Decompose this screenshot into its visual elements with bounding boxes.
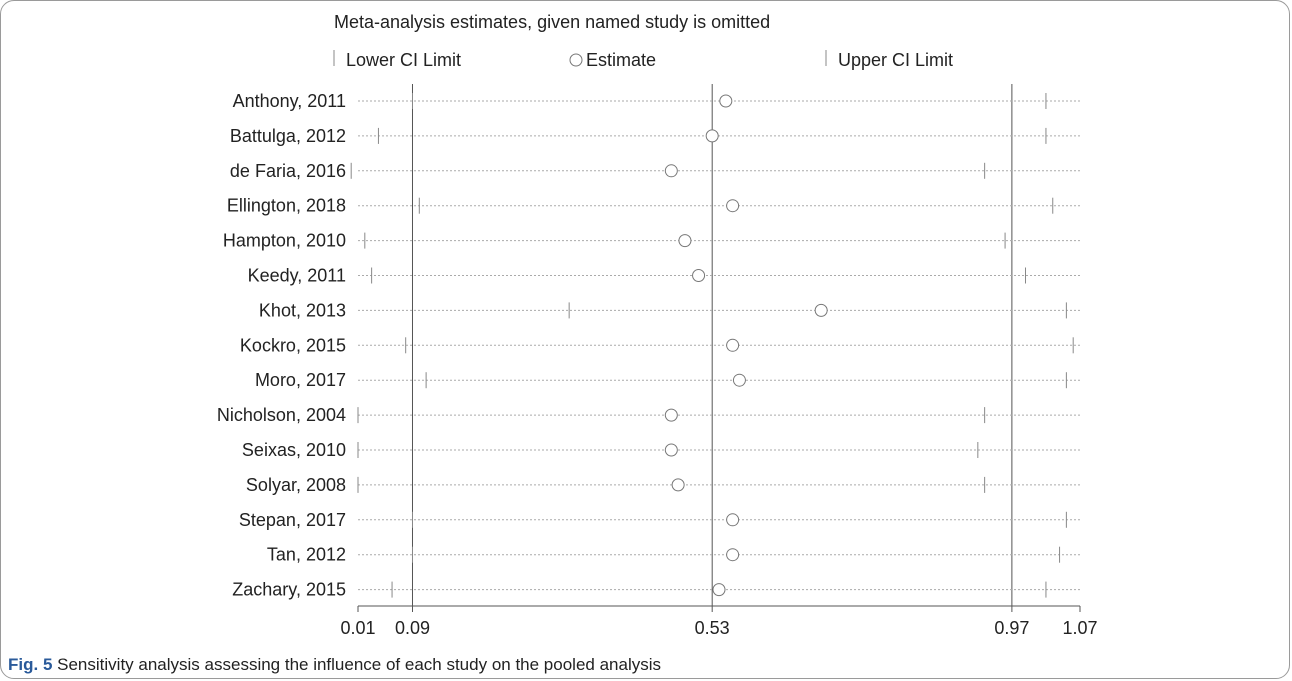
study-label: Hampton, 2010 <box>223 231 346 251</box>
x-tick-label: 0.01 <box>340 618 375 638</box>
study-label: Seixas, 2010 <box>242 440 346 460</box>
legend-lower-label: Lower CI Limit <box>346 50 461 70</box>
estimate-point <box>678 234 692 248</box>
study-label: Anthony, 2011 <box>233 91 346 111</box>
caption-text: Sensitivity analysis assessing the influ… <box>57 655 661 674</box>
figure-caption: Fig. 5 Sensitivity analysis assessing th… <box>8 655 661 675</box>
estimate-point <box>732 373 746 387</box>
estimate-point <box>719 94 733 108</box>
study-label: Tan, 2012 <box>267 545 346 565</box>
study-label: Nicholson, 2004 <box>217 405 346 425</box>
estimate-point <box>664 443 678 457</box>
caption-label: Fig. 5 <box>8 655 53 674</box>
study-label: Keedy, 2011 <box>248 266 346 286</box>
study-label: Khot, 2013 <box>259 300 346 320</box>
legend-estimate-marker <box>569 53 583 67</box>
estimate-point <box>664 164 678 178</box>
estimate-point <box>705 129 719 143</box>
legend-upper-label: Upper CI Limit <box>838 50 953 70</box>
estimate-point <box>664 408 678 422</box>
study-label: Stepan, 2017 <box>239 510 346 530</box>
study-label: Solyar, 2008 <box>246 475 346 495</box>
estimate-point <box>712 583 726 597</box>
study-label: Ellington, 2018 <box>227 196 346 216</box>
study-label: Zachary, 2015 <box>232 580 346 600</box>
estimate-point <box>726 548 740 562</box>
estimate-point <box>814 303 828 317</box>
x-tick-label: 1.07 <box>1062 618 1097 638</box>
study-label: de Faria, 2016 <box>230 161 346 181</box>
estimate-point <box>726 513 740 527</box>
study-label: Battulga, 2012 <box>230 126 346 146</box>
legend-estimate-label: Estimate <box>586 50 656 70</box>
chart-title: Meta-analysis estimates, given named stu… <box>334 12 770 32</box>
x-tick-label: 0.53 <box>695 618 730 638</box>
x-tick-label: 0.09 <box>395 618 430 638</box>
x-tick-label: 0.97 <box>994 618 1029 638</box>
study-label: Kockro, 2015 <box>240 335 346 355</box>
estimate-point <box>692 269 706 282</box>
plot-area: 0.01 0.09 0.53 0.97 1.07 Anthony, 2011 Battulg… <box>217 84 1098 638</box>
estimate-point <box>671 478 685 492</box>
study-label: Moro, 2017 <box>255 370 346 390</box>
estimate-point <box>726 338 740 352</box>
estimate-point <box>726 199 740 213</box>
legend: Lower CI Limit Estimate Upper CI Limit <box>333 50 953 70</box>
